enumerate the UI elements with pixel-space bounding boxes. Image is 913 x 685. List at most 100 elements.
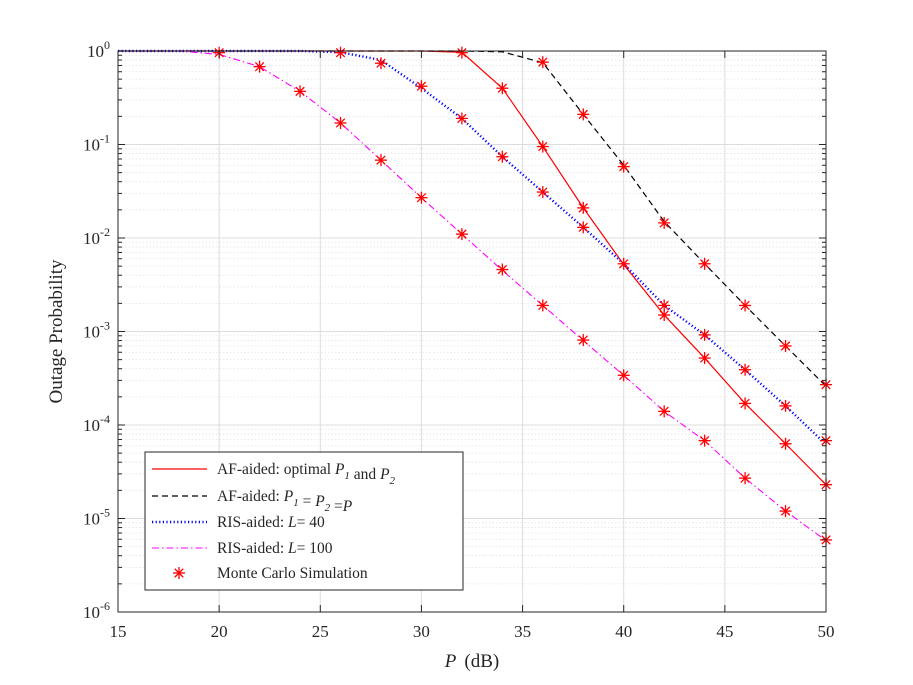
monte-carlo-marker — [334, 116, 347, 129]
legend-marker-swatch — [173, 567, 185, 579]
legend-text-part: P — [314, 493, 325, 510]
legend-label-3: RIS-aided: L= 40 — [217, 514, 325, 531]
monte-carlo-marker — [617, 160, 630, 173]
y-tick-base: 10 — [83, 229, 100, 248]
legend-text-part: 1 — [293, 497, 299, 509]
legend-label-2: AF-aided: P1 = P2 =P — [217, 488, 353, 515]
y-axis-label: Outage Probability — [46, 259, 67, 404]
monte-carlo-marker — [334, 46, 347, 59]
monte-carlo-marker — [779, 339, 792, 352]
series-lines — [118, 49, 827, 542]
monte-carlo-marker — [739, 472, 752, 485]
series-line-1 — [118, 50, 827, 486]
monte-carlo-marker — [577, 334, 590, 347]
x-tick-label: 45 — [716, 622, 733, 641]
legend-text-part: RIS-aided: — [217, 514, 288, 531]
y-tick-exponent: 0 — [104, 38, 110, 52]
y-tick-exponent: -2 — [100, 225, 110, 239]
monte-carlo-marker — [415, 191, 428, 204]
monte-carlo-marker — [779, 399, 792, 412]
legend-text-part: 2 — [325, 502, 331, 514]
y-tick-exponent: -4 — [100, 412, 110, 426]
y-tick-exponent: -1 — [100, 132, 110, 146]
monte-carlo-marker — [455, 46, 468, 59]
monte-carlo-marker — [617, 257, 630, 270]
monte-carlo-marker — [536, 186, 549, 199]
y-tick-base: 10 — [83, 510, 100, 529]
y-tick-label: 10-1 — [83, 132, 110, 155]
legend-label-markers: Monte Carlo Simulation — [217, 565, 368, 582]
series-line-3 — [118, 49, 827, 446]
y-tick-base: 10 — [83, 603, 100, 622]
legend-text-part: P — [283, 488, 294, 505]
monte-carlo-marker — [698, 257, 711, 270]
legend-text-part: 2 — [390, 475, 396, 487]
monte-carlo-marker — [294, 85, 307, 98]
x-axis-variable: P — [444, 651, 457, 672]
legend-text-part: = 100 — [297, 540, 333, 557]
x-tick-label: 20 — [211, 622, 228, 641]
monte-carlo-marker — [617, 369, 630, 382]
x-axis-unit: (dB) — [464, 651, 499, 672]
monte-carlo-marker — [698, 352, 711, 365]
monte-carlo-marker — [536, 56, 549, 69]
x-tick-label: 25 — [312, 622, 329, 641]
y-tick-label: 10-5 — [83, 506, 110, 529]
legend-text-part: P — [342, 498, 353, 515]
y-tick-exponent: -6 — [100, 599, 110, 613]
monte-carlo-marker — [739, 363, 752, 376]
monte-carlo-marker — [658, 405, 671, 418]
y-tick-label: 100 — [87, 38, 110, 61]
y-tick-label: 10-3 — [83, 319, 110, 342]
monte-carlo-marker — [658, 299, 671, 312]
y-tick-base: 10 — [83, 416, 100, 435]
y-tick-base: 10 — [83, 136, 100, 155]
monte-carlo-marker — [496, 82, 509, 95]
y-tick-exponent: -5 — [100, 506, 110, 520]
y-tick-base: 10 — [83, 323, 100, 342]
monte-carlo-marker — [779, 437, 792, 450]
y-tick-label: 10-4 — [83, 412, 110, 435]
monte-carlo-marker — [698, 434, 711, 447]
monte-carlo-marker — [496, 263, 509, 276]
x-tick-label: 50 — [818, 622, 835, 641]
series-line-4 — [118, 50, 827, 542]
monte-carlo-marker — [374, 154, 387, 167]
monte-carlo-marker — [739, 299, 752, 312]
series-line-2 — [118, 50, 827, 387]
monte-carlo-marker — [739, 397, 752, 410]
monte-carlo-marker — [374, 57, 387, 70]
monte-carlo-marker — [415, 80, 428, 93]
x-tick-label: 35 — [514, 622, 531, 641]
monte-carlo-marker — [779, 505, 792, 518]
legend-text-part: P — [379, 466, 390, 483]
monte-carlo-marker — [577, 201, 590, 214]
monte-carlo-marker — [253, 60, 266, 73]
legend-text-part: AF-aided: — [217, 488, 284, 505]
monte-carlo-marker — [698, 328, 711, 341]
legend-text-part: P — [334, 461, 345, 478]
legend-text-part: = — [330, 498, 343, 515]
x-tick-label: 15 — [110, 622, 127, 641]
monte-carlo-marker — [536, 140, 549, 153]
monte-carlo-marker — [577, 221, 590, 234]
y-tick-exponent: -3 — [100, 319, 110, 333]
legend-text-part: AF-aided: optimal — [217, 461, 335, 478]
legend-label-1: AF-aided: optimal P1 and P2 — [217, 461, 396, 487]
monte-carlo-marker — [658, 309, 671, 322]
legend-text-part: 1 — [344, 470, 350, 482]
monte-carlo-marker — [658, 216, 671, 229]
monte-carlo-marker — [536, 299, 549, 312]
x-tick-label: 40 — [615, 622, 632, 641]
x-tick-label: 30 — [413, 622, 430, 641]
axis-ticks — [117, 50, 827, 613]
y-tick-base: 10 — [87, 42, 104, 61]
y-tick-label: 10-2 — [83, 225, 110, 248]
legend-box — [144, 451, 464, 591]
legend-text-part: and — [350, 466, 380, 483]
monte-carlo-marker — [496, 150, 509, 163]
x-axis-label: P (dB) — [444, 651, 499, 672]
